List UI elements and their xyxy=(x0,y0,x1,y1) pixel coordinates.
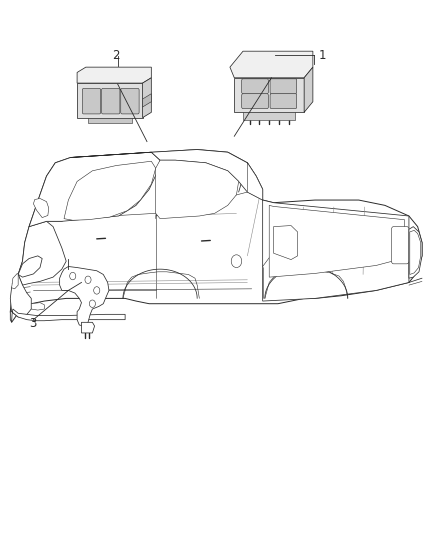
Polygon shape xyxy=(230,51,313,78)
Circle shape xyxy=(70,272,76,280)
Polygon shape xyxy=(155,160,239,219)
Polygon shape xyxy=(269,205,405,277)
Circle shape xyxy=(89,300,95,308)
Polygon shape xyxy=(18,221,66,285)
Circle shape xyxy=(94,287,100,294)
Polygon shape xyxy=(33,198,49,217)
Polygon shape xyxy=(77,83,143,118)
Circle shape xyxy=(85,276,91,284)
Polygon shape xyxy=(64,161,155,220)
FancyBboxPatch shape xyxy=(102,88,120,114)
Text: 2: 2 xyxy=(112,50,120,62)
Polygon shape xyxy=(247,163,263,200)
Polygon shape xyxy=(12,273,18,289)
Polygon shape xyxy=(18,256,42,277)
Polygon shape xyxy=(409,227,422,278)
FancyBboxPatch shape xyxy=(270,94,297,109)
Polygon shape xyxy=(410,230,421,274)
Polygon shape xyxy=(234,78,304,112)
FancyBboxPatch shape xyxy=(242,94,268,109)
Polygon shape xyxy=(71,150,263,200)
Polygon shape xyxy=(143,94,151,107)
Text: 1: 1 xyxy=(318,49,326,62)
Polygon shape xyxy=(60,266,109,326)
Polygon shape xyxy=(243,112,295,120)
Polygon shape xyxy=(143,78,151,118)
Polygon shape xyxy=(274,225,297,260)
Polygon shape xyxy=(77,67,151,83)
FancyBboxPatch shape xyxy=(121,88,139,114)
Polygon shape xyxy=(11,150,422,322)
FancyBboxPatch shape xyxy=(82,88,101,114)
FancyBboxPatch shape xyxy=(270,79,297,94)
Polygon shape xyxy=(304,67,313,112)
Polygon shape xyxy=(11,274,31,317)
Polygon shape xyxy=(81,322,95,333)
Circle shape xyxy=(231,255,242,268)
Polygon shape xyxy=(263,200,409,301)
FancyBboxPatch shape xyxy=(242,79,268,94)
Polygon shape xyxy=(31,303,44,310)
Polygon shape xyxy=(11,309,125,322)
Text: 3: 3 xyxy=(29,317,36,330)
FancyBboxPatch shape xyxy=(392,227,409,264)
Polygon shape xyxy=(88,118,132,123)
Polygon shape xyxy=(29,152,160,227)
